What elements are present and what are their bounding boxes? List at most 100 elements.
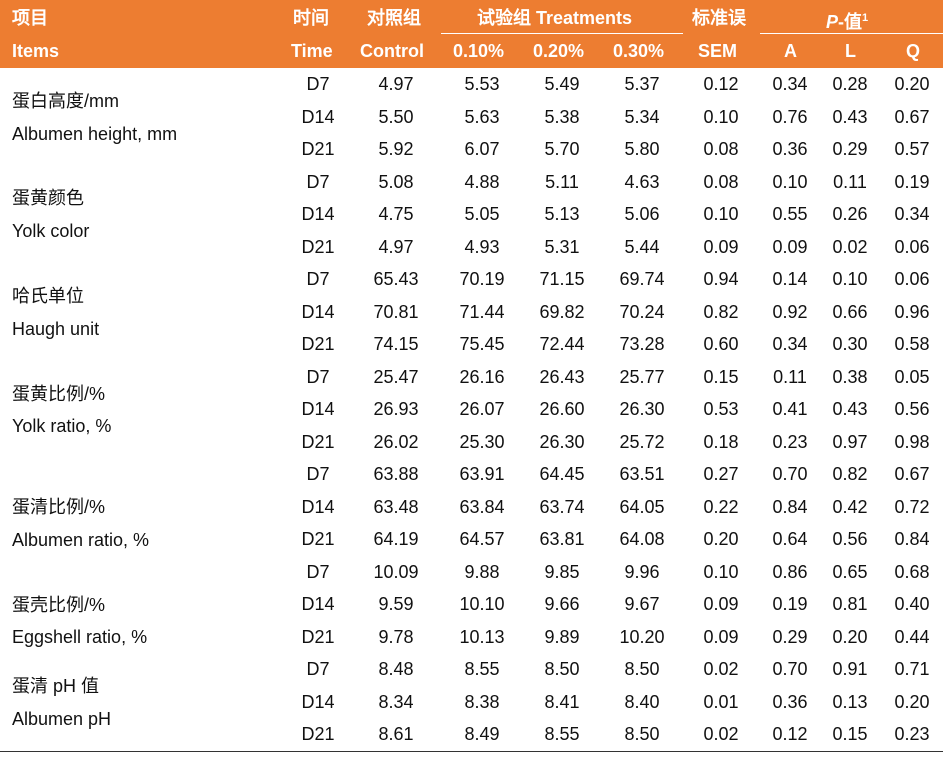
cell-control: 9.59: [378, 594, 414, 614]
cell-treatment-020: 72.44: [539, 334, 585, 354]
item-label-en: Eggshell ratio, %: [12, 627, 148, 647]
cell-p-q: 0.71: [894, 659, 930, 679]
cell-time: D7: [306, 366, 330, 387]
cell-p-l: 0.38: [832, 366, 868, 387]
cell-p-a: 0.86: [772, 561, 808, 582]
cell-sem: 0.09: [703, 626, 739, 647]
cell-p-a: 0.11: [773, 366, 807, 387]
cell-treatment-030: 26.30: [619, 399, 665, 419]
cell-treatment-010: 9.88: [464, 561, 500, 582]
item-label-en: Albumen height, mm: [12, 124, 178, 144]
cell-p-a: 0.55: [772, 204, 808, 224]
cell-p-q: 0.67: [894, 464, 930, 484]
cell-p-q: 0.68: [894, 561, 930, 582]
cell-p-l: 0.29: [832, 139, 868, 159]
cell-control: 63.88: [373, 464, 419, 484]
cell-sem: 0.02: [703, 724, 739, 744]
cell-time: D14: [301, 106, 335, 127]
cell-sem: 0.18: [703, 431, 739, 452]
cell-control: 5.92: [378, 139, 414, 159]
header-a: A: [784, 41, 797, 61]
cell-sem: 0.53: [703, 399, 739, 419]
item-label-zh: 哈氏单位: [12, 286, 84, 306]
cell-treatment-020: 9.66: [544, 594, 580, 614]
cell-control: 4.97: [378, 74, 414, 94]
header-p-rule: [760, 33, 943, 34]
cell-p-q: 0.72: [894, 496, 930, 517]
cell-treatment-020: 8.55: [544, 724, 580, 744]
cell-p-q: 0.67: [894, 106, 930, 127]
cell-treatment-010: 8.38: [464, 691, 500, 712]
cell-time: D14: [301, 691, 335, 712]
cell-treatment-020: 5.49: [544, 74, 580, 94]
table-row: D21 64.19 64.57 63.81 64.08 0.20 0.64 0.56 0.84: [0, 523, 943, 556]
cell-treatment-020: 63.81: [539, 529, 585, 549]
header-sem-en: SEM: [698, 41, 738, 61]
cell-control: 64.19: [373, 529, 419, 549]
cell-sem: 0.10: [703, 204, 739, 224]
item-label-en: Albumen pH: [12, 709, 112, 729]
cell-treatment-020: 69.82: [539, 301, 585, 322]
cell-sem: 0.60: [703, 334, 739, 354]
cell-treatment-030: 5.80: [624, 139, 660, 159]
cell-treatment-010: 5.53: [464, 74, 500, 94]
item-label-en: Haugh unit: [12, 319, 100, 339]
item-label-zh: 蛋清比例/%: [12, 497, 106, 517]
cell-sem: 0.02: [703, 659, 739, 679]
cell-time: D21: [301, 236, 335, 257]
cell-p-l: 0.11: [833, 171, 867, 192]
cell-control: 5.50: [378, 106, 414, 127]
cell-treatment-010: 6.07: [464, 139, 500, 159]
table-row: D14 70.81 71.44 69.82 70.24 0.82 0.92 0.66 0.96: [0, 296, 943, 329]
item-label-zh: 蛋黄比例/%: [12, 384, 106, 404]
cell-treatment-020: 63.74: [539, 496, 585, 517]
cell-treatment-030: 69.74: [619, 269, 665, 289]
cell-sem: 0.10: [703, 561, 739, 582]
cell-sem: 0.08: [703, 171, 739, 192]
cell-sem: 0.20: [703, 529, 739, 549]
cell-treatment-020: 26.30: [539, 431, 585, 452]
cell-p-l: 0.42: [832, 496, 868, 517]
header-l: L: [845, 41, 856, 61]
table-row: D21 26.02 25.30 26.30 25.72 0.18 0.23 0.97 0.98: [0, 426, 943, 459]
header-sem-zh: 标准误: [692, 8, 746, 28]
cell-treatment-030: 8.50: [624, 724, 660, 744]
header-time-en: Time: [291, 41, 333, 61]
header-treatment-1: 0.10%: [453, 41, 505, 61]
cell-treatment-030: 25.72: [619, 431, 665, 452]
cell-treatment-010: 8.49: [464, 724, 500, 744]
item-label-zh: 蛋壳比例/%: [12, 595, 106, 615]
cell-treatment-020: 9.85: [544, 561, 580, 582]
cell-p-q: 0.58: [894, 334, 930, 354]
cell-control: 5.08: [378, 171, 414, 192]
cell-p-l: 0.13: [832, 691, 868, 712]
cell-time: D7: [306, 464, 330, 484]
cell-p-a: 0.34: [772, 74, 808, 94]
header-items-zh: 项目: [12, 8, 48, 28]
cell-p-q: 0.06: [894, 269, 930, 289]
table-row: D21 4.97 4.93 5.31 5.44 0.09 0.09 0.02 0.06: [0, 231, 943, 264]
cell-p-l: 0.81: [832, 594, 868, 614]
cell-sem: 0.12: [703, 74, 739, 94]
cell-control: 9.78: [378, 626, 414, 647]
cell-treatment-030: 10.20: [619, 626, 665, 647]
cell-p-l: 0.30: [832, 334, 868, 354]
table-bottom-rule: [0, 751, 943, 752]
cell-p-q: 0.19: [894, 171, 930, 192]
cell-control: 4.97: [378, 236, 414, 257]
table-row: D14 63.48 63.84 63.74 64.05 0.22 0.84 0.42 0.72: [0, 491, 943, 524]
cell-sem: 0.82: [703, 301, 739, 322]
cell-p-a: 0.34: [772, 334, 808, 354]
cell-p-l: 0.15: [832, 724, 868, 744]
cell-p-q: 0.56: [894, 399, 930, 419]
cell-treatment-030: 70.24: [619, 301, 665, 322]
header-p-footnote: 1: [862, 12, 869, 24]
cell-time: D7: [306, 269, 330, 289]
cell-treatment-030: 9.96: [624, 561, 660, 582]
cell-sem: 0.01: [703, 691, 739, 712]
cell-p-l: 0.43: [832, 399, 868, 419]
cell-p-a: 0.70: [772, 659, 808, 679]
cell-treatment-020: 5.38: [544, 106, 580, 127]
cell-treatment-010: 75.45: [459, 334, 505, 354]
header-items-en: Items: [12, 41, 60, 61]
